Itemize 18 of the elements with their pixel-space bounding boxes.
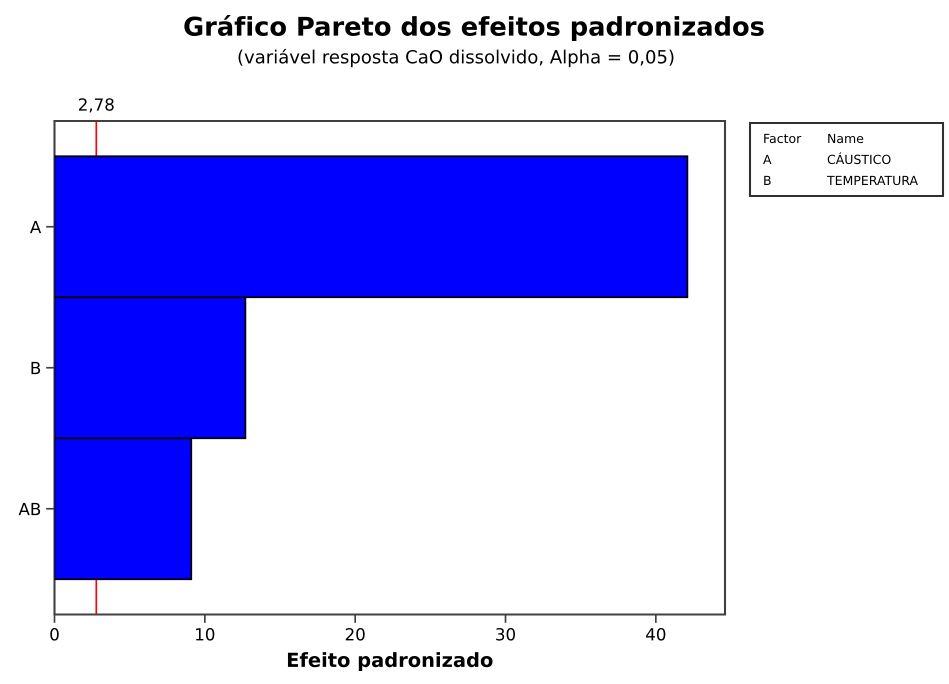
- text: CÁUSTICO: [828, 152, 891, 164]
- text: B: [764, 176, 771, 185]
- x-tick-label: 30: [496, 628, 516, 641]
- y-tick-label: AB: [18, 502, 40, 516]
- x-axis-title: Efeito padronizado: [288, 652, 492, 671]
- x-tick-label: 40: [646, 628, 666, 641]
- chart-subtitle: (variável resposta CaO dissolvido, Alpha = 0,05): [238, 48, 674, 68]
- y-tick-label: A: [30, 220, 42, 234]
- ref-line-label: 2,78: [78, 98, 114, 113]
- text: TEMPERATURA: [826, 176, 918, 186]
- y-tick-label: B: [32, 362, 40, 374]
- text: Factor: [764, 134, 802, 144]
- chart-title: Gráfico Pareto dos efeitos padronizados: [184, 15, 764, 41]
- x-tick-label: 20: [346, 628, 365, 641]
- x-tick-label: 0: [50, 628, 59, 641]
- x-tick-label: 10: [196, 628, 214, 641]
- text: A: [763, 154, 772, 164]
- text: Name: [828, 134, 864, 144]
